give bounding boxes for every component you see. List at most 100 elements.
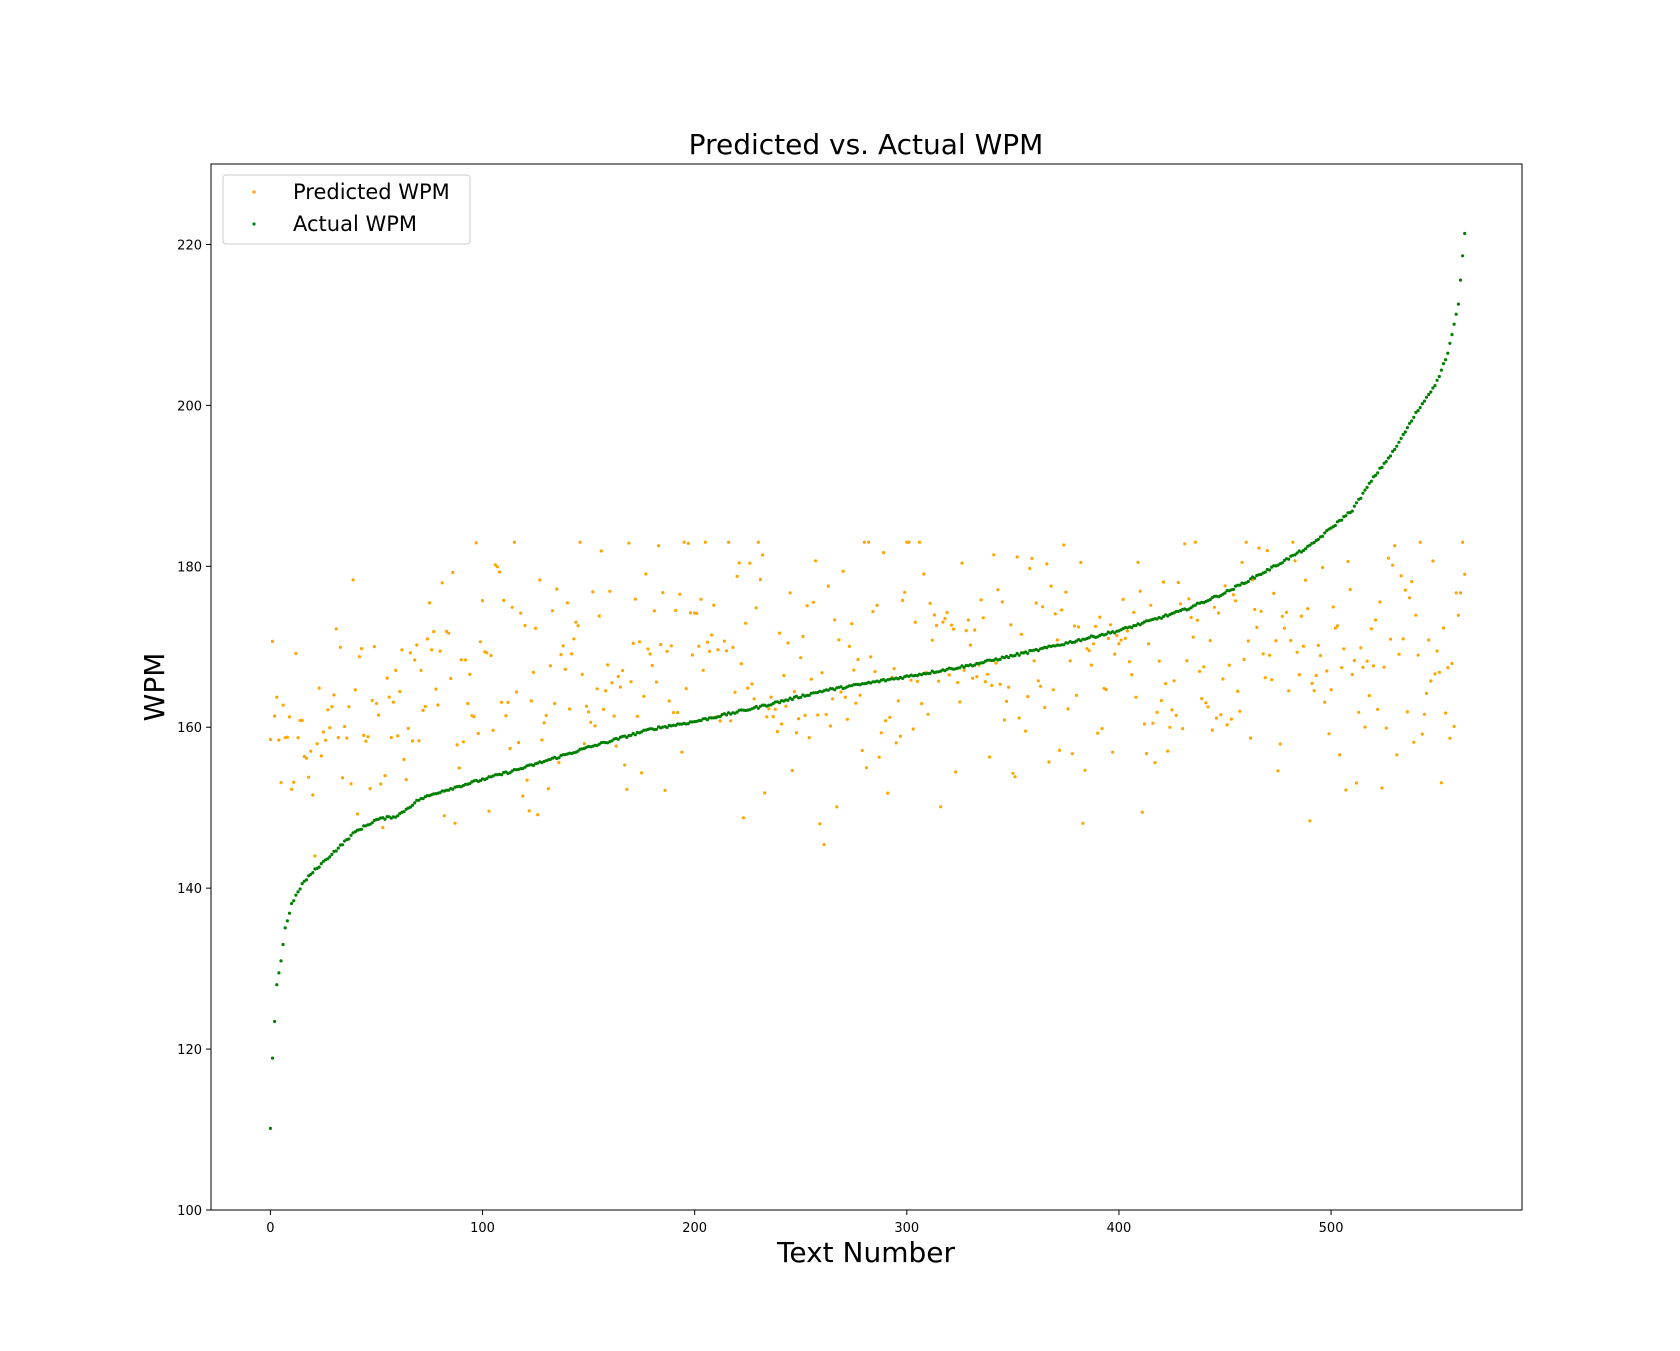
actual-point: [928, 671, 932, 676]
x-tick-label: 200: [682, 1221, 707, 1236]
predicted-point: [1429, 679, 1433, 683]
predicted-point: [1138, 589, 1142, 593]
actual-point: [1420, 402, 1424, 406]
actual-point: [1208, 598, 1212, 602]
predicted-point: [1327, 732, 1331, 736]
actual-point: [1399, 436, 1403, 440]
predicted-point: [394, 668, 398, 673]
predicted-point: [981, 616, 985, 620]
actual-point: [1365, 485, 1369, 489]
predicted-point: [389, 735, 393, 740]
actual-point: [330, 852, 334, 857]
predicted-point: [311, 793, 315, 797]
predicted-point: [491, 728, 495, 733]
predicted-point: [1316, 643, 1320, 648]
predicted-point: [464, 658, 468, 662]
actual-point: [799, 695, 803, 700]
predicted-point: [761, 553, 765, 557]
predicted-point: [856, 657, 860, 662]
actual-point: [654, 727, 659, 731]
predicted-point: [1340, 666, 1344, 670]
predicted-point: [419, 668, 423, 673]
predicted-point: [296, 736, 300, 740]
predicted-point: [881, 551, 886, 555]
predicted-point: [396, 734, 400, 738]
actual-point: [1384, 460, 1388, 464]
predicted-point: [640, 771, 644, 775]
predicted-point: [858, 693, 862, 697]
predicted-point: [534, 626, 538, 631]
predicted-point: [1176, 580, 1180, 585]
predicted-point: [1123, 636, 1127, 641]
predicted-point: [688, 611, 693, 615]
predicted-point: [1098, 615, 1102, 619]
predicted-point: [538, 578, 542, 582]
actual-point: [268, 1126, 272, 1130]
predicted-point: [1335, 624, 1339, 628]
predicted-point: [1214, 716, 1219, 720]
actual-point: [1195, 601, 1199, 605]
predicted-point: [915, 679, 920, 684]
predicted-point: [790, 768, 794, 773]
predicted-point: [536, 813, 540, 817]
actual-point: [1333, 523, 1337, 528]
predicted-point: [529, 699, 533, 703]
predicted-point: [493, 563, 497, 567]
predicted-point: [1431, 559, 1435, 563]
predicted-point: [773, 707, 777, 711]
predicted-point: [1155, 710, 1159, 715]
predicted-point: [767, 707, 771, 711]
predicted-point: [775, 729, 780, 734]
predicted-point: [854, 701, 858, 705]
predicted-point: [803, 713, 807, 718]
actual-point: [1350, 509, 1354, 513]
predicted-point: [353, 688, 357, 692]
predicted-point: [268, 737, 272, 742]
predicted-point: [724, 649, 729, 653]
actual-point: [1104, 632, 1108, 636]
predicted-point: [657, 544, 661, 548]
predicted-point: [1287, 689, 1291, 693]
predicted-point: [313, 854, 317, 858]
predicted-point: [682, 540, 686, 544]
predicted-point: [576, 624, 580, 628]
predicted-point: [360, 647, 364, 651]
predicted-point: [835, 805, 839, 809]
predicted-point: [402, 757, 406, 762]
predicted-point: [1200, 697, 1204, 701]
actual-point: [1437, 374, 1441, 379]
predicted-point: [497, 570, 502, 574]
predicted-point: [1391, 563, 1395, 567]
predicted-point: [601, 707, 606, 712]
actual-point: [1295, 551, 1299, 555]
actual-point: [408, 805, 412, 809]
predicted-point: [949, 623, 954, 627]
actual-point: [640, 730, 644, 734]
predicted-point: [1416, 653, 1420, 657]
actual-point: [360, 827, 364, 831]
predicted-point: [1274, 639, 1278, 643]
actual-point: [962, 665, 966, 670]
x-tick-label: 400: [1107, 1221, 1132, 1236]
actual-point: [1405, 426, 1409, 430]
actual-point: [665, 725, 669, 730]
actual-point: [807, 693, 811, 698]
predicted-point: [309, 749, 313, 753]
predicted-point: [771, 715, 775, 719]
predicted-point: [514, 690, 519, 694]
predicted-point: [336, 735, 340, 740]
predicted-point: [1282, 626, 1286, 630]
actual-point: [1452, 322, 1456, 326]
actual-point: [1130, 626, 1134, 630]
actual-point: [417, 798, 421, 802]
actual-point: [1253, 576, 1257, 580]
predicted-point: [1223, 584, 1227, 588]
predicted-point: [557, 760, 561, 765]
predicted-point: [1293, 559, 1297, 563]
predicted-point: [421, 708, 425, 713]
actual-point: [1363, 488, 1367, 492]
predicted-point: [525, 778, 529, 782]
predicted-point: [1134, 695, 1138, 699]
predicted-point: [1257, 546, 1261, 550]
chart-title: Predicted vs. Actual WPM: [689, 128, 1044, 161]
